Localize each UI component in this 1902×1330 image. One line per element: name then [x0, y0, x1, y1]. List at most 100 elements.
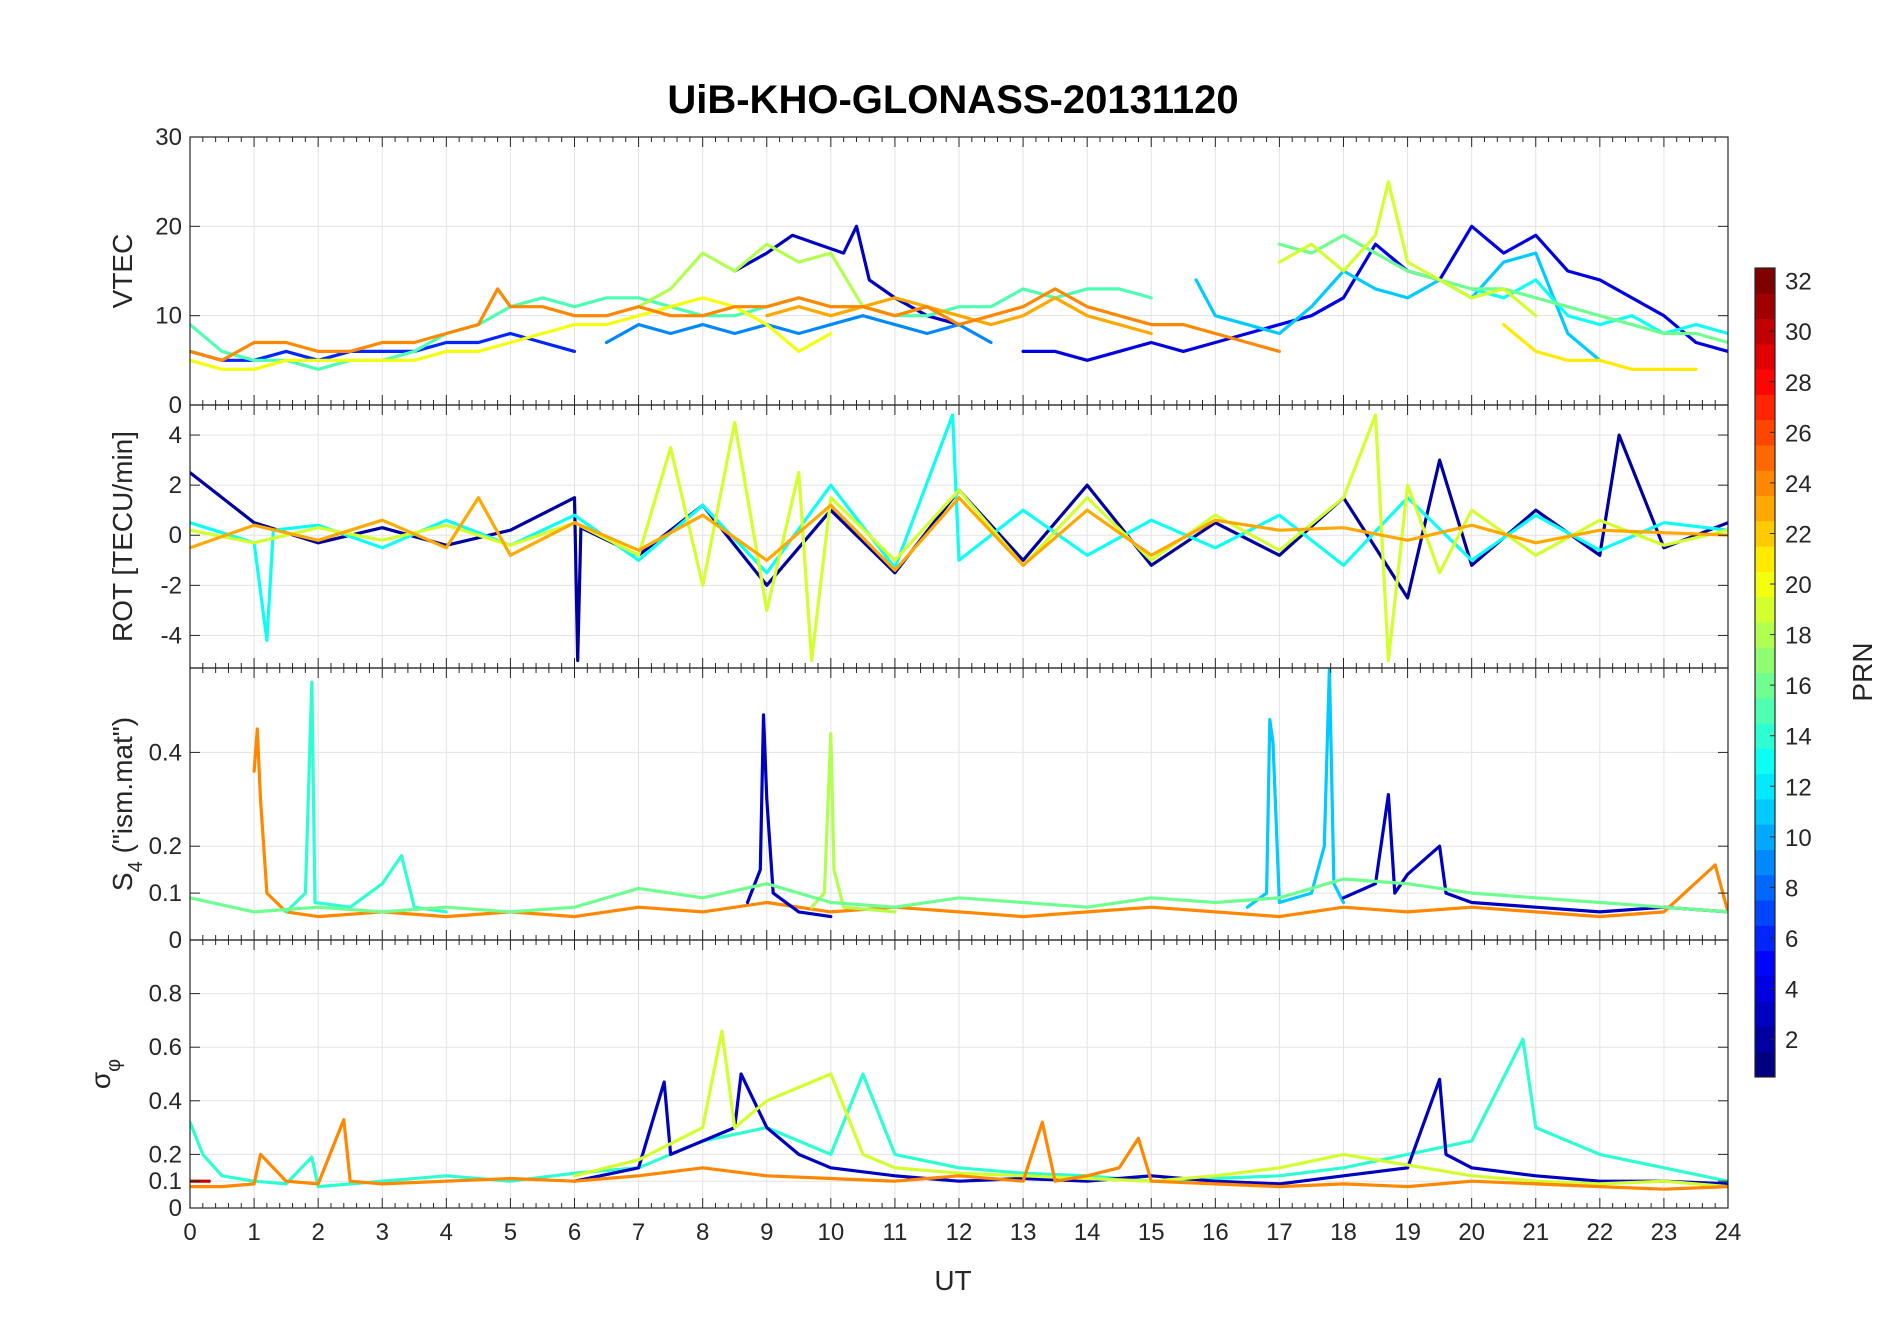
series-line-prn-9: [604, 314, 993, 345]
colorbar-band: [1755, 697, 1775, 724]
series-line-prn-18: [810, 732, 897, 914]
y-axis-label-rot: ROT [TECU/min]: [107, 431, 138, 642]
y-tick-label: 0.1: [149, 880, 182, 907]
x-tick-label: 19: [1394, 1219, 1421, 1246]
colorbar-band: [1755, 975, 1775, 1002]
colorbar-tick-label: 14: [1785, 724, 1812, 751]
x-tick-label: 17: [1266, 1219, 1293, 1246]
series-line-prn-3: [745, 713, 833, 919]
ticks-vtec: [189, 136, 1729, 406]
colorbar-band: [1755, 520, 1775, 547]
series-line-prn-19: [1277, 180, 1538, 318]
y-tick-label: 0: [169, 927, 182, 954]
series-line-prn-11: [1194, 251, 1602, 362]
colorbar-band: [1755, 900, 1775, 926]
y-tick-label: 0.4: [149, 1088, 182, 1115]
colorbar-tick-label: 4: [1785, 977, 1798, 1004]
colorbar-band: [1755, 293, 1775, 320]
y-tick-label: 2: [169, 472, 182, 499]
series-line-prn-24: [190, 1118, 1728, 1191]
colorbar-tick-label: 26: [1785, 420, 1812, 447]
colorbar-band: [1755, 470, 1775, 497]
colorbar-band: [1755, 647, 1775, 673]
series-line-prn-24: [252, 727, 1728, 919]
grid-rot: [189, 405, 1729, 668]
x-tick-label: 6: [568, 1219, 581, 1246]
x-tick-label: 14: [1074, 1219, 1101, 1246]
y-axis-label-sigphi: σφ: [85, 1059, 125, 1089]
series-group-rot: [190, 413, 1728, 663]
colorbar-band: [1755, 343, 1775, 370]
colorbar-band: [1755, 596, 1775, 623]
colorbar-band: [1755, 318, 1775, 345]
x-tick-label: 7: [632, 1219, 645, 1246]
series-group-s4: [190, 668, 1728, 919]
series-group-sigphi: [190, 1029, 1728, 1191]
series-line-prn-14: [190, 1037, 1728, 1189]
colorbar-tick-label: 28: [1785, 370, 1812, 397]
series-line-prn-19: [572, 1029, 1728, 1189]
y-axis-label-s4: S4 ("ism.mat"): [107, 717, 147, 891]
x-tick-label: 23: [1651, 1219, 1678, 1246]
x-tick-label: 9: [760, 1219, 773, 1246]
colorbar-tick-label: 32: [1785, 269, 1812, 296]
panel-s4: 0 0.1 0.2 0.4S4 ("ism.mat"): [107, 667, 1729, 954]
y-tick-label: 0.2: [149, 833, 182, 860]
y-tick-label: -2: [161, 572, 182, 599]
x-tick-label: 3: [376, 1219, 389, 1246]
y-axis-label-sub: 4: [125, 861, 147, 872]
y-tick-label: 10: [155, 303, 182, 330]
y-tick-label: 0.2: [149, 1141, 182, 1168]
y-tick-label: -4: [161, 622, 182, 649]
colorbar-band: [1755, 1051, 1775, 1078]
colorbar-tick-label: 16: [1785, 673, 1812, 700]
series-line-prn-13: [190, 413, 1728, 642]
x-tick-label: 0: [183, 1219, 196, 1246]
colorbar-band: [1755, 546, 1775, 572]
series-line-prn-23: [765, 296, 1153, 336]
colorbar-label: PRN: [1847, 642, 1878, 701]
colorbar-frame: [1754, 267, 1776, 1078]
colorbar-band: [1755, 874, 1775, 901]
y-tick-label: 0.8: [149, 981, 182, 1008]
series-line-prn-19: [190, 413, 1728, 663]
y-axis-label-vtec: VTEC: [107, 234, 138, 309]
y-tick-label: 0: [169, 522, 182, 549]
colorbar-band: [1755, 773, 1775, 800]
y-tick-label: 20: [155, 213, 182, 240]
colorbar-band: [1755, 723, 1775, 749]
colorbar-band: [1755, 798, 1775, 825]
x-tick-label: 8: [696, 1219, 709, 1246]
series-line-prn-23: [190, 496, 1728, 572]
y-tick-label: 0.6: [149, 1034, 182, 1061]
colorbar-tick-label: 18: [1785, 623, 1812, 650]
colorbar-band: [1755, 268, 1775, 294]
colorbar-band: [1755, 419, 1775, 446]
y-tick-label: 4: [169, 422, 182, 449]
x-tick-label: 11: [882, 1219, 907, 1246]
series-group-vtec: [190, 180, 1728, 371]
y-tick-label: 0.1: [149, 1168, 182, 1195]
x-tick-label: 18: [1330, 1219, 1357, 1246]
colorbar-tick-label: 6: [1785, 926, 1798, 953]
colorbar-band: [1755, 1026, 1775, 1053]
series-line-prn-3: [733, 224, 961, 327]
x-tick-label: 1: [247, 1219, 260, 1246]
colorbar-tick-label: 2: [1785, 1027, 1798, 1054]
series-line-prn-14: [284, 680, 448, 914]
x-tick-label: 10: [817, 1219, 844, 1246]
colorbar-band: [1755, 394, 1775, 421]
y-tick-label: 0: [169, 392, 182, 419]
x-tick-label: 15: [1138, 1219, 1165, 1246]
colorbar-tick-label: 8: [1785, 875, 1798, 902]
x-tick-label: 21: [1522, 1219, 1549, 1246]
y-tick-label: 0.4: [149, 739, 182, 766]
colorbar-band: [1755, 1001, 1775, 1027]
colorbar-tick-label: 30: [1785, 319, 1812, 346]
x-tick-label: 5: [504, 1219, 517, 1246]
series-line-prn-11: [1245, 668, 1346, 909]
x-tick-label: 16: [1202, 1219, 1229, 1246]
